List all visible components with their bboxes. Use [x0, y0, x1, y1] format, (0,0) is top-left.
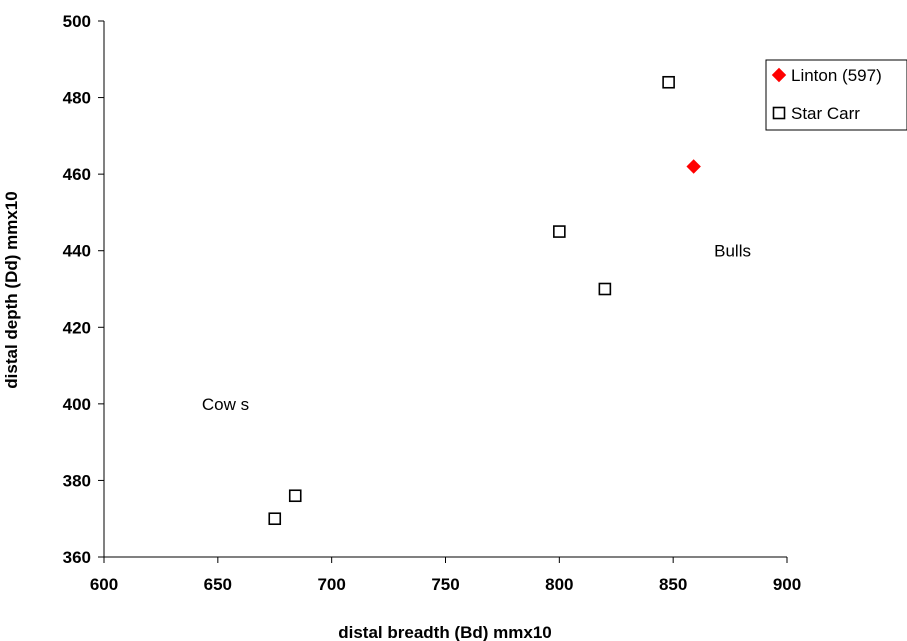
x-tick-label: 650 [204, 575, 232, 594]
y-axis-title: distal depth (Dd) mmx10 [2, 191, 21, 388]
axes [98, 20, 788, 563]
legend-marker [771, 67, 787, 83]
y-tick-label: 380 [63, 471, 91, 490]
annotations: Cow s Bulls [202, 242, 751, 414]
chart-annotation: Bulls [714, 242, 751, 261]
y-tick-label: 480 [63, 89, 91, 108]
x-tick-label: 600 [90, 575, 118, 594]
data-point [598, 282, 612, 296]
y-tick-label: 500 [63, 12, 91, 31]
chart-annotation: Cow s [202, 395, 249, 414]
legend-label: Linton (597) [791, 66, 882, 85]
y-tick-label: 460 [63, 165, 91, 184]
legend-box [765, 59, 907, 131]
data-points [268, 75, 701, 526]
y-tick-label: 440 [63, 242, 91, 261]
y-tick-label: 420 [63, 318, 91, 337]
x-tick-label: 800 [545, 575, 573, 594]
data-point [662, 75, 675, 89]
x-axis-title: distal breadth (Bd) mmx10 [338, 623, 552, 641]
x-tick-label: 750 [431, 575, 459, 594]
y-tick-label: 360 [63, 548, 91, 567]
x-tick-label: 700 [317, 575, 345, 594]
legend-label: Star Carr [791, 104, 860, 123]
data-point [686, 159, 701, 174]
tick-labels: 360 380 400 420 440 460 480 500 600 650 700 750 800 8… [63, 12, 802, 594]
y-tick-label: 400 [63, 395, 91, 414]
x-tick-label: 850 [659, 575, 687, 594]
data-point [553, 225, 566, 238]
data-point [288, 489, 302, 503]
x-tick-label: 900 [773, 575, 801, 594]
data-point [268, 512, 282, 526]
legend-items: Linton (597) Star Carr [771, 66, 882, 123]
legend-marker [772, 106, 786, 120]
legend: Linton (597) Star Carr [765, 59, 907, 131]
